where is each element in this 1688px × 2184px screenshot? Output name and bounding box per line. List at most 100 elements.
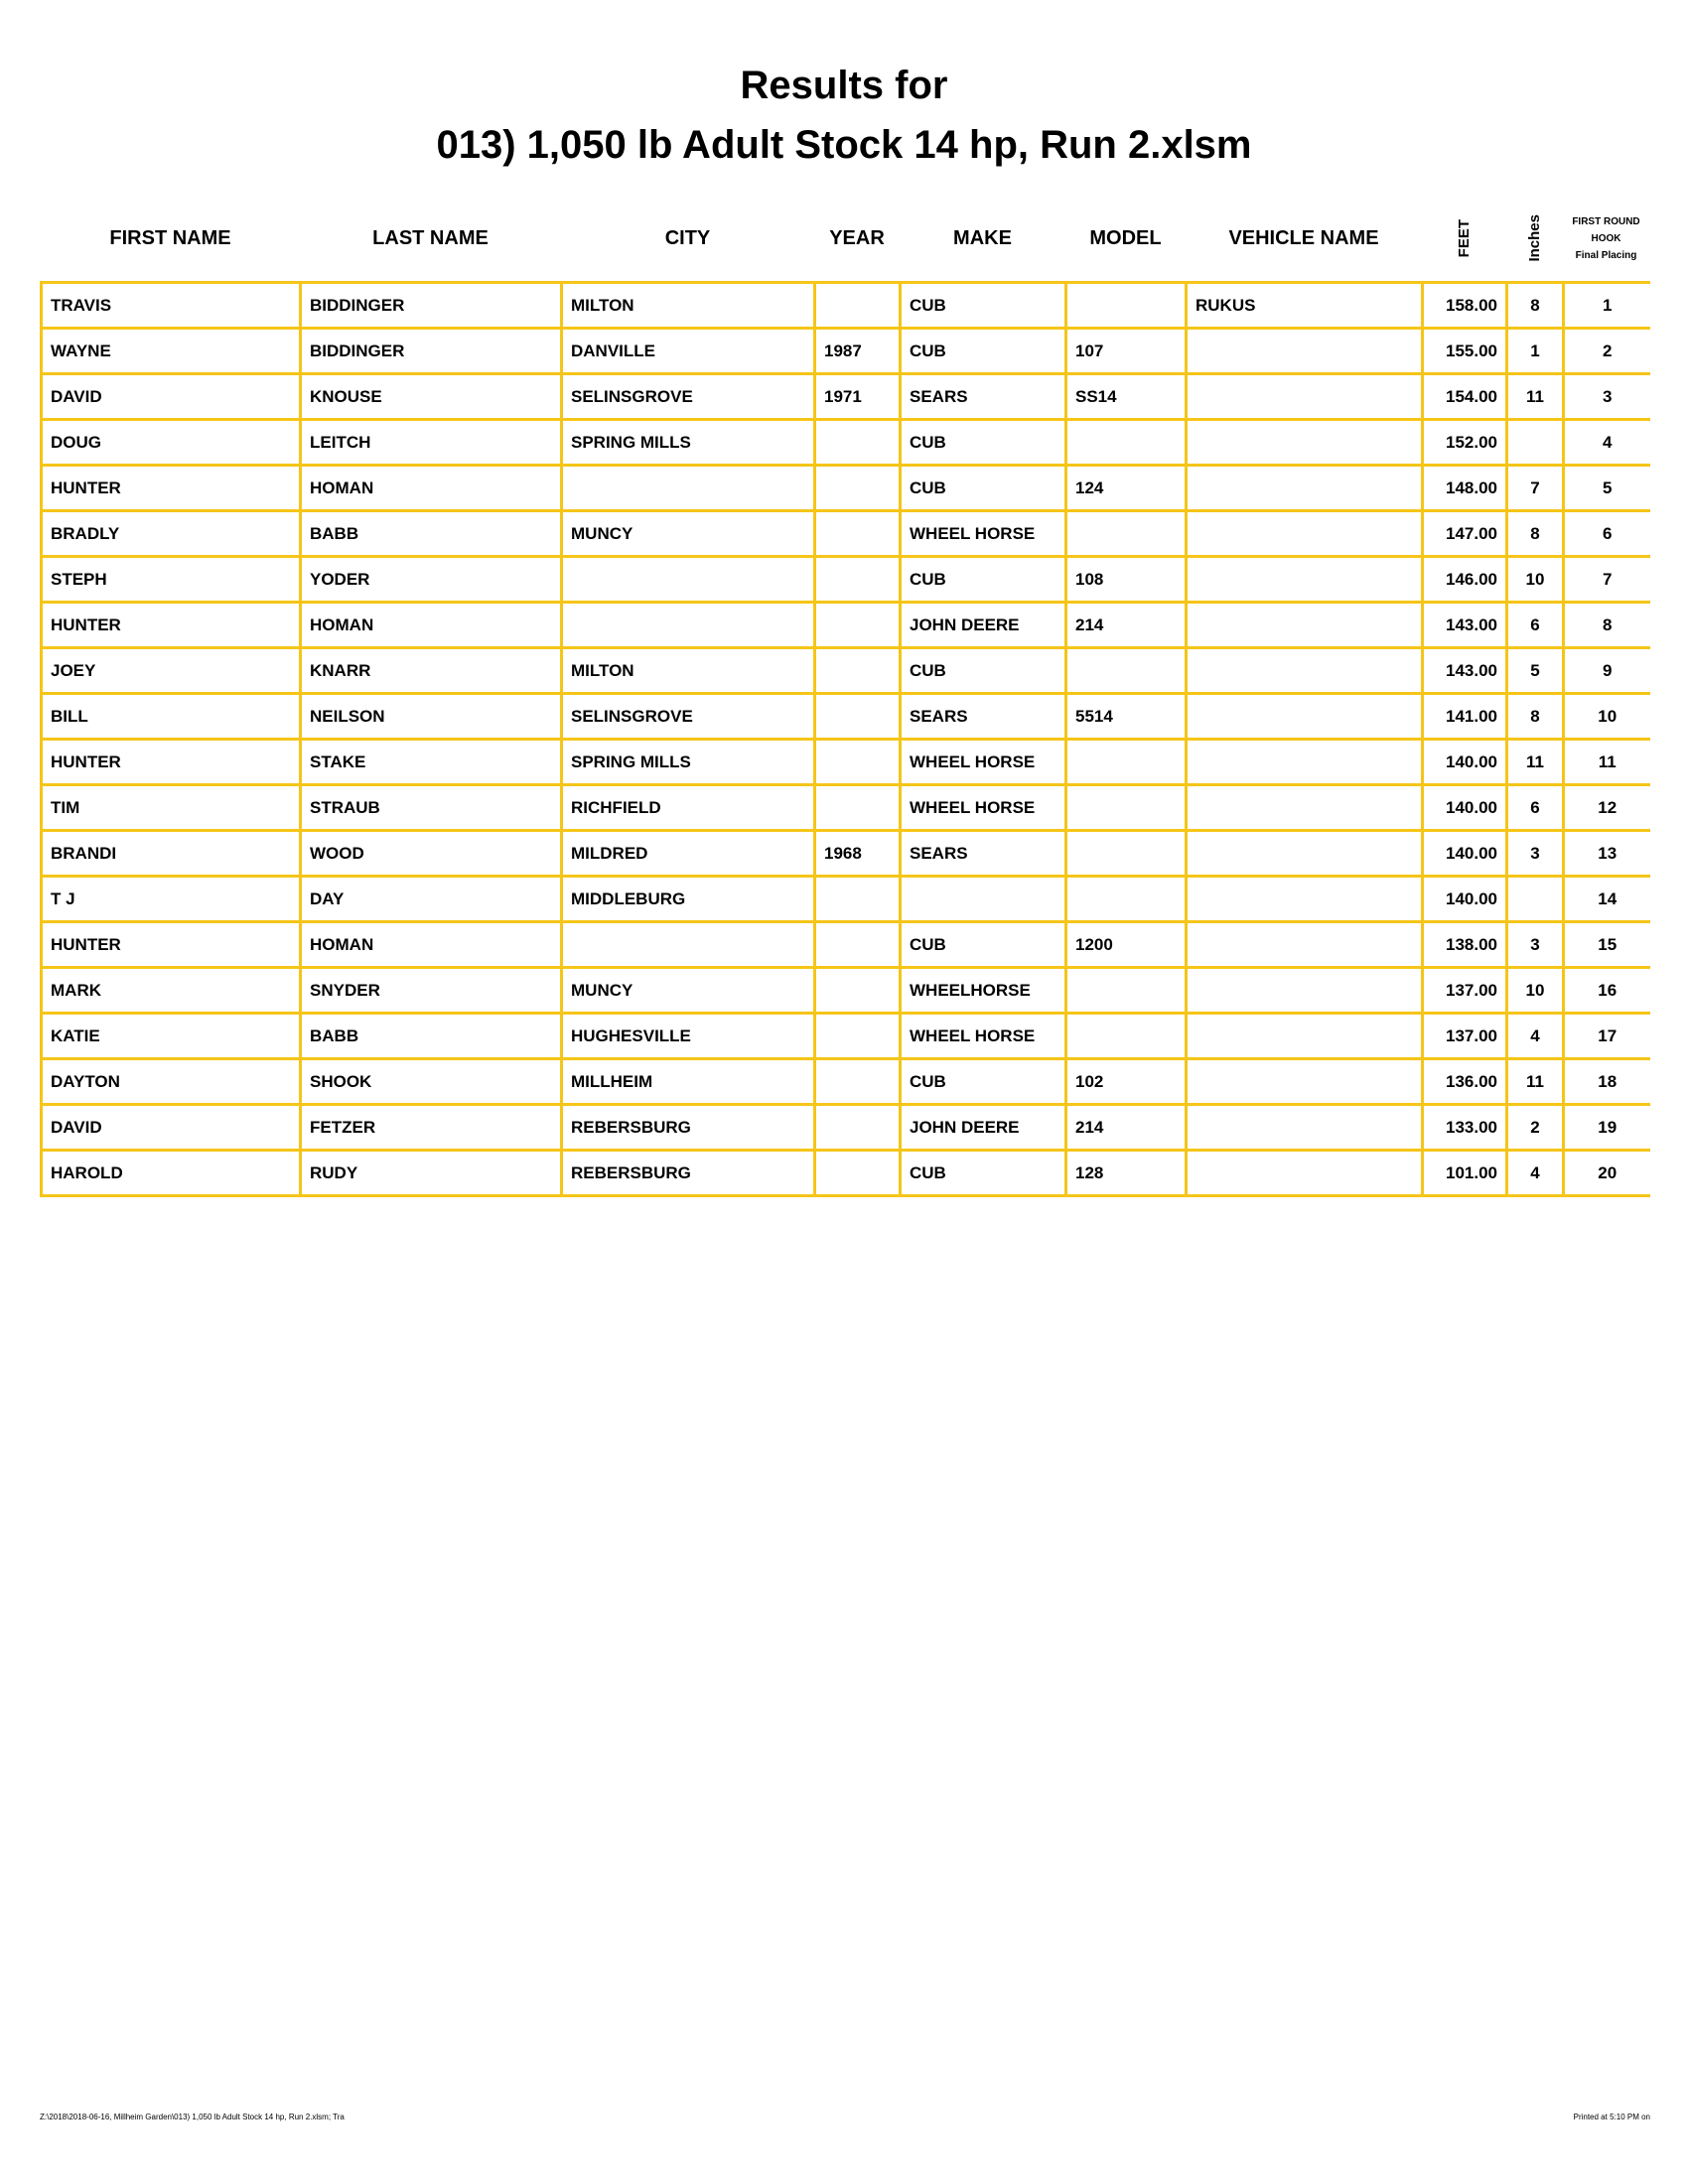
header-model: MODEL xyxy=(1089,226,1162,249)
cell-first-name: MARK xyxy=(40,966,302,1015)
cell-last-name: LEITCH xyxy=(299,418,563,467)
cell-year xyxy=(813,509,902,558)
cell-make: CUB xyxy=(899,555,1067,604)
cell-feet: 140.00 xyxy=(1421,738,1508,786)
cell-inches: 8 xyxy=(1505,509,1565,558)
cell-last-name: DAY xyxy=(299,875,563,923)
cell-feet: 138.00 xyxy=(1421,920,1508,969)
header-feet-label: FEET xyxy=(1456,218,1473,258)
cell-feet: 152.00 xyxy=(1421,418,1508,467)
cell-make: WHEEL HORSE xyxy=(899,1012,1067,1060)
cell-inches: 10 xyxy=(1505,966,1565,1015)
cell-vehicle-name xyxy=(1185,601,1424,649)
cell-make: SEARS xyxy=(899,372,1067,421)
cell-model xyxy=(1064,281,1188,330)
cell-year xyxy=(813,1103,902,1152)
cell-vehicle-name xyxy=(1185,1012,1424,1060)
cell-make: JOHN DEERE xyxy=(899,1103,1067,1152)
table-row: TIM STRAUB RICHFIELD WHEEL HORSE 140.00 6 12 xyxy=(40,783,1650,832)
cell-year: 1987 xyxy=(813,327,902,375)
cell-city: MUNCY xyxy=(560,966,816,1015)
cell-feet: 137.00 xyxy=(1421,1012,1508,1060)
cell-year xyxy=(813,1057,902,1106)
table-row: BRANDI WOOD MILDRED 1968 SEARS 140.00 3 13 xyxy=(40,829,1650,878)
header-inches-label: Inches xyxy=(1526,214,1543,262)
cell-year xyxy=(813,966,902,1015)
cell-year xyxy=(813,601,902,649)
cell-make: WHEELHORSE xyxy=(899,966,1067,1015)
cell-feet: 140.00 xyxy=(1421,875,1508,923)
cell-vehicle-name xyxy=(1185,464,1424,512)
cell-model: 5514 xyxy=(1064,692,1188,741)
cell-inches: 5 xyxy=(1505,646,1565,695)
cell-vehicle-name xyxy=(1185,1057,1424,1106)
cell-make: SEARS xyxy=(899,692,1067,741)
header-placing-line3: Final Placing xyxy=(1575,249,1637,261)
cell-year xyxy=(813,783,902,832)
cell-feet: 140.00 xyxy=(1421,829,1508,878)
cell-make: WHEEL HORSE xyxy=(899,783,1067,832)
cell-city xyxy=(560,601,816,649)
cell-model: 1200 xyxy=(1064,920,1188,969)
cell-last-name: WOOD xyxy=(299,829,563,878)
cell-year: 1968 xyxy=(813,829,902,878)
cell-model: 128 xyxy=(1064,1149,1188,1197)
cell-first-name: BRADLY xyxy=(40,509,302,558)
cell-city: MILTON xyxy=(560,646,816,695)
table-row: KATIE BABB HUGHESVILLE WHEEL HORSE 137.00 4 17 xyxy=(40,1012,1650,1060)
cell-placing: 9 xyxy=(1562,646,1650,695)
table-row: HUNTER HOMAN CUB 124 148.00 7 5 xyxy=(40,464,1650,512)
cell-make: CUB xyxy=(899,327,1067,375)
header-first-name: FIRST NAME xyxy=(109,226,231,249)
cell-make: CUB xyxy=(899,1149,1067,1197)
cell-first-name: KATIE xyxy=(40,1012,302,1060)
cell-model: 108 xyxy=(1064,555,1188,604)
cell-placing: 5 xyxy=(1562,464,1650,512)
cell-vehicle-name xyxy=(1185,920,1424,969)
cell-placing: 7 xyxy=(1562,555,1650,604)
header-inches: Inches xyxy=(1506,199,1563,278)
header-placing-line1: FIRST ROUND xyxy=(1572,215,1640,227)
header-placing-line2: HOOK xyxy=(1591,232,1621,244)
cell-vehicle-name xyxy=(1185,966,1424,1015)
cell-feet: 133.00 xyxy=(1421,1103,1508,1152)
cell-model: SS14 xyxy=(1064,372,1188,421)
table-row: HUNTER HOMAN CUB 1200 138.00 3 15 xyxy=(40,920,1650,969)
cell-city: SPRING MILLS xyxy=(560,738,816,786)
cell-year xyxy=(813,920,902,969)
cell-city: DANVILLE xyxy=(560,327,816,375)
results-table: TRAVIS BIDDINGER MILTON CUB RUKUS 158.00 8 1 WAY… xyxy=(40,281,1650,1197)
table-row: HAROLD RUDY REBERSBURG CUB 128 101.00 4 20 xyxy=(40,1149,1650,1197)
cell-placing: 8 xyxy=(1562,601,1650,649)
cell-city: SPRING MILLS xyxy=(560,418,816,467)
cell-inches: 8 xyxy=(1505,692,1565,741)
cell-vehicle-name xyxy=(1185,783,1424,832)
cell-feet: 155.00 xyxy=(1421,327,1508,375)
cell-last-name: HOMAN xyxy=(299,464,563,512)
cell-vehicle-name xyxy=(1185,875,1424,923)
table-row: MARK SNYDER MUNCY WHEELHORSE 137.00 10 16 xyxy=(40,966,1650,1015)
cell-feet: 154.00 xyxy=(1421,372,1508,421)
cell-city: MILTON xyxy=(560,281,816,330)
title-line-1: Results for xyxy=(740,64,948,107)
header-feet: FEET xyxy=(1422,199,1506,278)
cell-last-name: STRAUB xyxy=(299,783,563,832)
cell-inches: 11 xyxy=(1505,1057,1565,1106)
cell-year xyxy=(813,646,902,695)
cell-feet: 140.00 xyxy=(1421,783,1508,832)
cell-make: CUB xyxy=(899,646,1067,695)
table-row: DAYTON SHOOK MILLHEIM CUB 102 136.00 11 18 xyxy=(40,1057,1650,1106)
cell-make: CUB xyxy=(899,920,1067,969)
cell-make: WHEEL HORSE xyxy=(899,738,1067,786)
cell-inches: 2 xyxy=(1505,1103,1565,1152)
header-city: CITY xyxy=(664,226,711,249)
cell-vehicle-name xyxy=(1185,738,1424,786)
table-row: TRAVIS BIDDINGER MILTON CUB RUKUS 158.00 8 1 xyxy=(40,281,1650,330)
cell-vehicle-name xyxy=(1185,646,1424,695)
cell-inches: 6 xyxy=(1505,783,1565,832)
cell-inches: 10 xyxy=(1505,555,1565,604)
cell-first-name: HUNTER xyxy=(40,464,302,512)
cell-city: MIDDLEBURG xyxy=(560,875,816,923)
cell-first-name: TRAVIS xyxy=(40,281,302,330)
cell-inches: 3 xyxy=(1505,920,1565,969)
